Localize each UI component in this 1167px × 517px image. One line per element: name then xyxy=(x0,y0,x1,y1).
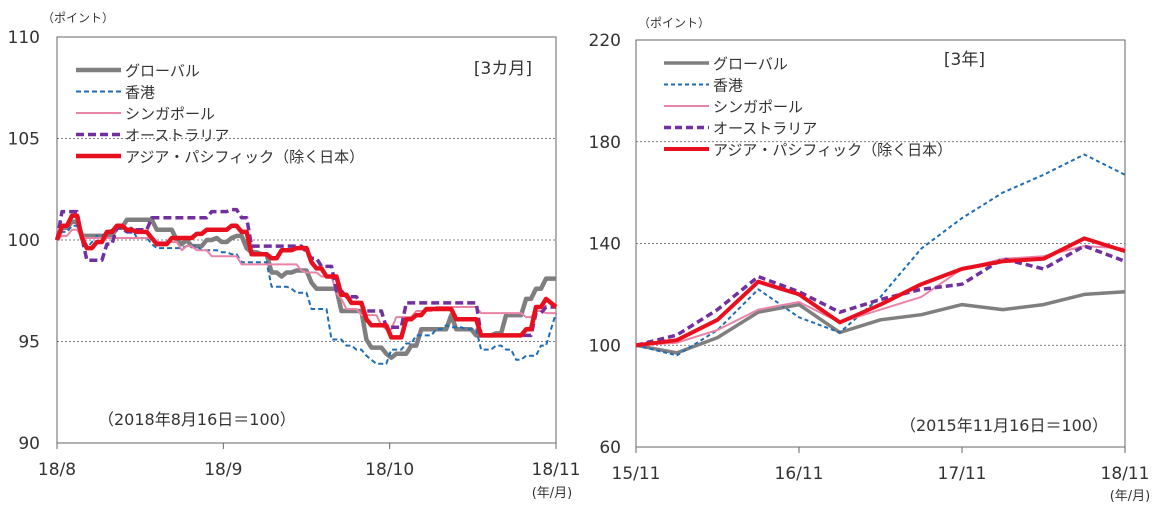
series-line-0 xyxy=(54,217,556,360)
y-tick-label: 60 xyxy=(599,438,621,458)
base-date-note: （2018年8月16日＝100） xyxy=(98,410,296,429)
x-tick-label: 16/11 xyxy=(775,464,824,484)
legend-label: シンガポール xyxy=(125,105,215,123)
legend-label: オーストラリア xyxy=(125,127,229,145)
y-tick-label: 95 xyxy=(18,333,40,353)
legend-label: アジア・パシフィック（除く日本） xyxy=(125,148,364,166)
y-tick-label: 180 xyxy=(589,133,621,153)
y-tick-label: 220 xyxy=(589,31,621,51)
legend-label: グローバル xyxy=(713,55,788,73)
chart-panel-1 xyxy=(635,39,1126,453)
series-line-4 xyxy=(635,236,1126,348)
y-tick-label: 140 xyxy=(589,235,621,255)
y-tick-label: 100 xyxy=(589,336,621,356)
series-line-2 xyxy=(56,228,556,331)
chart-panel-0 xyxy=(54,36,558,449)
series-line-0 xyxy=(635,290,1126,355)
legend-label: アジア・パシフィック（除く日本） xyxy=(713,141,952,159)
legend-label: グローバル xyxy=(125,62,200,80)
period-label: [3年] xyxy=(944,50,985,70)
x-tick-label: 18/9 xyxy=(204,460,242,480)
period-label: [3カ月] xyxy=(474,59,532,79)
y-tick-label: 105 xyxy=(8,130,40,150)
legend-label: 香港 xyxy=(713,77,743,95)
x-unit-label: (年/月) xyxy=(532,486,573,501)
x-tick-label: 18/11 xyxy=(1101,464,1150,484)
series-line-3 xyxy=(635,244,1126,347)
x-tick-label: 15/11 xyxy=(612,464,661,484)
y-tick-label: 100 xyxy=(8,231,40,251)
x-tick-label: 18/8 xyxy=(38,460,76,480)
x-tick-label: 17/11 xyxy=(938,464,987,484)
y-tick-label: 110 xyxy=(8,28,40,48)
legend-label: オーストラリア xyxy=(713,120,817,138)
y-unit-label: （ポイント） xyxy=(638,16,710,30)
x-unit-label: (年/月) xyxy=(1110,489,1151,504)
y-tick-label: 90 xyxy=(18,434,40,454)
x-tick-label: 18/10 xyxy=(365,460,414,480)
series-line-1 xyxy=(635,153,1126,357)
base-date-note: （2015年11月16日＝100） xyxy=(900,416,1108,435)
x-tick-label: 18/11 xyxy=(532,460,581,480)
series-line-4 xyxy=(54,213,558,340)
series-line-2 xyxy=(635,245,1126,347)
y-unit-label: （ポイント） xyxy=(42,11,114,25)
legend-label: シンガポール xyxy=(713,98,803,116)
legend-label: 香港 xyxy=(125,84,155,102)
